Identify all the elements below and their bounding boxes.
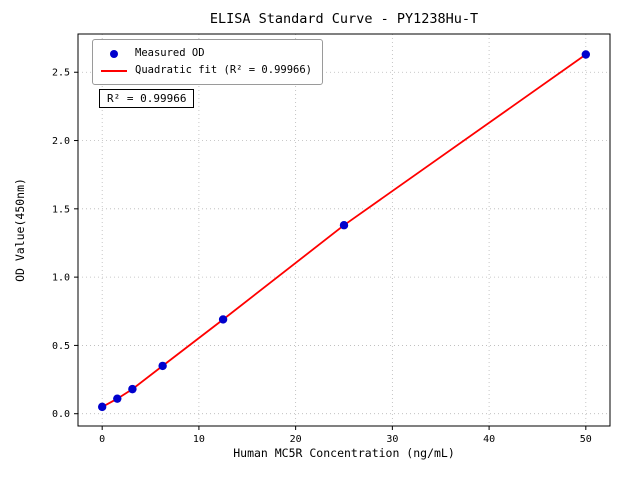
data-point	[113, 394, 122, 403]
y-tick-label: 1.0	[52, 273, 70, 284]
data-point	[339, 221, 349, 230]
x-tick-label: 30	[386, 434, 398, 445]
data-point	[581, 50, 591, 59]
x-tick-label: 10	[193, 434, 205, 445]
y-axis-label: OD Value(450nm)	[13, 178, 27, 282]
y-tick-label: 2.0	[52, 136, 70, 147]
data-point	[128, 384, 137, 394]
measured-od-marker-icon	[101, 49, 127, 58]
x-tick-label: 50	[580, 434, 592, 445]
legend-entry-label: Measured OD	[135, 47, 205, 59]
x-tick-label: 0	[99, 434, 105, 445]
data-point	[158, 361, 167, 371]
data-point	[97, 402, 107, 412]
quadratic-fit-line-icon	[101, 69, 127, 72]
legend-entry-quadratic-fit: Quadratic fit (R² = 0.99966)	[101, 62, 312, 79]
plot-frame	[77, 33, 611, 427]
legend: Measured OD Quadratic fit (R² = 0.99966)	[92, 39, 324, 85]
r-squared-annotation: R² = 0.99966	[99, 89, 195, 108]
legend-entry-label: Quadratic fit (R² = 0.99966)	[135, 64, 313, 76]
data-point	[218, 315, 228, 324]
y-tick-label: 0.5	[52, 341, 70, 352]
x-tick-label: 20	[290, 434, 302, 445]
x-axis-label: Human MC5R Concentration (ng/mL)	[233, 446, 455, 460]
y-tick-label: 2.5	[52, 68, 70, 79]
chart-title: ELISA Standard Curve - PY1238Hu-T	[210, 11, 478, 27]
legend-entry-measured-od: Measured OD	[101, 45, 312, 62]
y-tick-label: 0.0	[52, 409, 70, 420]
y-tick-label: 1.5	[52, 204, 70, 215]
x-tick-label: 40	[483, 434, 495, 445]
